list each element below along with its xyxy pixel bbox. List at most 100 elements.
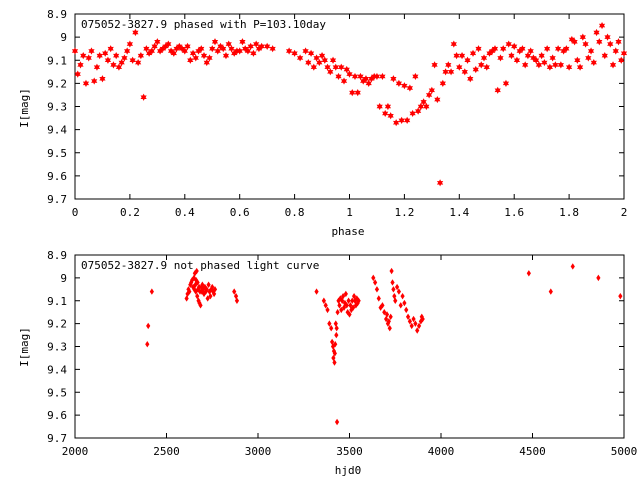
phased-data-point: [211, 38, 219, 46]
phased-data-point: [321, 56, 328, 64]
phased-data-point: [516, 47, 523, 55]
phased-x-tick-label: 2: [621, 206, 628, 219]
unphased-y-tick-label: 9.5: [47, 386, 67, 399]
phased-x-tick-label: 1.2: [394, 206, 414, 219]
phased-data-point: [198, 45, 205, 53]
phased-data-point: [113, 52, 120, 60]
phased-data-point: [612, 47, 619, 55]
phased-data-point: [244, 47, 252, 55]
unphased-data-point: [402, 299, 407, 307]
phased-data-point: [77, 61, 84, 69]
phased-x-axis-label: phase: [331, 225, 364, 238]
unphased-data-point: [356, 297, 361, 304]
phased-data-point: [146, 49, 153, 57]
phased-data-point: [327, 68, 334, 76]
phased-data-point: [467, 75, 474, 83]
phased-data-point: [371, 72, 378, 81]
unphased-data-point: [351, 304, 356, 311]
phased-data-point: [544, 45, 551, 53]
phased-data-point: [129, 56, 136, 64]
phased-data-point: [96, 52, 103, 60]
phased-data-point: [346, 70, 353, 78]
phased-data-point: [165, 40, 172, 48]
phased-data-point: [483, 63, 490, 71]
phased-data-point: [445, 61, 452, 69]
phased-y-tick-label: 9.5: [47, 147, 67, 160]
phased-data-point: [502, 79, 510, 87]
unphased-data-point: [334, 325, 339, 332]
unphased-data-point: [353, 302, 359, 309]
phased-data-point: [225, 40, 232, 48]
phased-data-point: [80, 52, 87, 60]
phased-data-point: [373, 72, 381, 81]
phased-data-point: [453, 52, 460, 60]
phased-y-tick-label: 9.1: [47, 54, 67, 67]
phased-data-point: [258, 42, 265, 50]
phased-data-point: [541, 58, 548, 67]
phased-data-point: [478, 61, 485, 69]
phased-x-tick-label: 0.4: [175, 206, 195, 219]
phased-data-point: [497, 54, 504, 62]
unphased-data-point: [334, 418, 340, 426]
phased-data-point: [135, 58, 142, 67]
phased-data-point: [494, 86, 501, 94]
phased-data-point: [574, 56, 581, 64]
phased-data-point: [601, 52, 608, 60]
phased-data-point: [162, 42, 169, 50]
phased-light-curve-panel: 075052-3827.9 phased with P=103.10day ph…: [18, 8, 627, 238]
phased-chart-title: 075052-3827.9 phased with P=103.10day: [81, 18, 326, 31]
phased-data-point: [132, 28, 139, 37]
unphased-data-point: [348, 302, 353, 309]
unphased-data-point: [387, 325, 392, 332]
unphased-data-point: [378, 304, 383, 311]
unphased-data-point: [208, 292, 213, 300]
phased-data-point: [209, 45, 216, 53]
phased-data-point: [181, 47, 188, 55]
phased-data-point: [167, 47, 175, 55]
unphased-data-point: [149, 288, 154, 295]
phased-data-point: [508, 52, 515, 60]
unphased-data-point: [234, 297, 240, 304]
unphased-data-point: [526, 270, 531, 277]
phased-data-point: [104, 56, 112, 64]
phased-y-tick-label: 9.2: [47, 77, 67, 90]
phased-data-point: [189, 49, 197, 57]
phased-data-point: [264, 42, 271, 50]
phased-data-point: [461, 68, 468, 76]
phased-data-point: [178, 45, 186, 53]
phased-data-point: [423, 102, 430, 111]
unphased-x-tick-label: 3000: [245, 445, 272, 458]
phased-data-point: [382, 109, 389, 118]
phased-data-point: [620, 49, 628, 57]
phased-data-point: [74, 70, 81, 78]
unphased-data-point: [404, 306, 409, 314]
phased-data-point: [590, 58, 597, 67]
phased-data-point: [434, 95, 441, 104]
unphased-data-point: [382, 308, 387, 316]
phased-data-point: [598, 21, 606, 30]
phased-data-point: [220, 45, 227, 53]
phased-data-point: [318, 52, 326, 60]
unphased-data-point: [400, 292, 405, 300]
unphased-data-point: [337, 302, 342, 309]
phased-data-point: [456, 63, 463, 71]
phased-data-point: [285, 47, 293, 55]
unphased-data-point: [332, 350, 337, 357]
phased-data-point: [343, 65, 350, 74]
phased-data-point: [269, 45, 276, 53]
unphased-data-point: [329, 325, 334, 332]
unphased-data-point: [323, 302, 328, 309]
phased-data-point: [236, 47, 243, 55]
phased-data-point: [568, 35, 575, 44]
unphased-data-point: [420, 315, 425, 323]
unphased-data-point: [386, 318, 391, 325]
phased-data-point: [442, 68, 449, 76]
phased-data-point: [447, 68, 455, 76]
phased-y-tick-label: 8.9: [47, 8, 67, 21]
phased-data-point: [513, 56, 521, 64]
phased-data-point: [143, 45, 150, 53]
phased-data-point: [231, 49, 238, 57]
unphased-y-tick-label: 8.9: [47, 249, 67, 262]
phased-data-point: [587, 47, 595, 55]
phased-data-point: [170, 49, 177, 57]
